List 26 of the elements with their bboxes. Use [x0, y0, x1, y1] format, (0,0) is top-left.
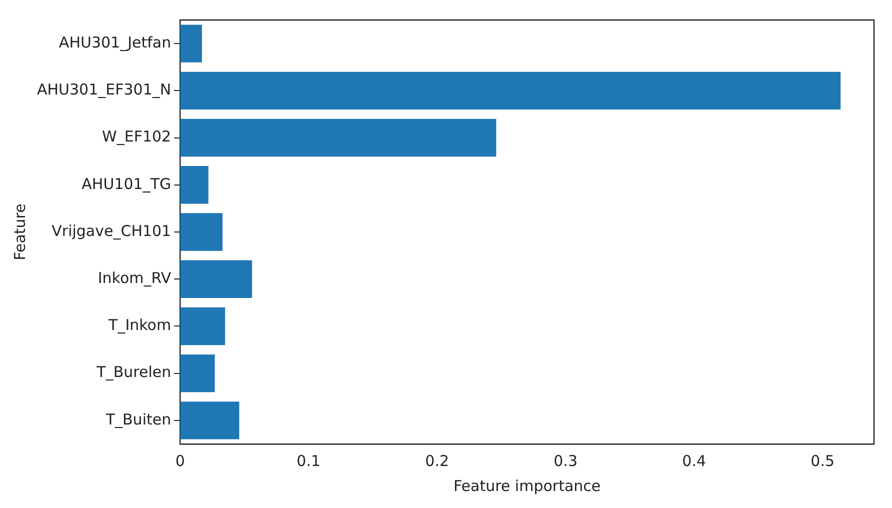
y-tick-label: W_EF102: [102, 128, 172, 146]
x-tick-label: 0.1: [296, 452, 321, 470]
bar: [180, 402, 240, 440]
y-tick-label: Inkom_RV: [98, 269, 172, 287]
bar: [180, 354, 215, 392]
y-axis-title: Feature: [10, 204, 29, 260]
y-tick-label: AHU101_TG: [82, 174, 172, 193]
bar: [180, 118, 496, 157]
bar: [180, 307, 226, 346]
bar: [180, 260, 252, 298]
y-tick-label: AHU301_Jetfan: [58, 33, 172, 52]
bar: [180, 72, 841, 110]
x-tick-label: 0.2: [425, 452, 450, 470]
bar: [180, 166, 208, 204]
y-tick-label: T_Burelen: [96, 363, 172, 382]
y-tick-label: Vrijgave_CH101: [52, 222, 172, 240]
y-tick-label: T_Inkom: [108, 316, 172, 334]
x-axis-title: Feature importance: [453, 476, 601, 495]
x-tick-label: 0.3: [554, 452, 578, 470]
x-tick-label: 0.4: [682, 452, 706, 470]
x-tick-label: 0.5: [810, 452, 835, 470]
bar: [180, 213, 223, 251]
bar: [180, 24, 202, 62]
y-tick-label: AHU301_EF301_N: [36, 80, 172, 99]
y-tick-label: T_Buiten: [104, 410, 172, 428]
x-tick-label: 0: [175, 452, 185, 470]
